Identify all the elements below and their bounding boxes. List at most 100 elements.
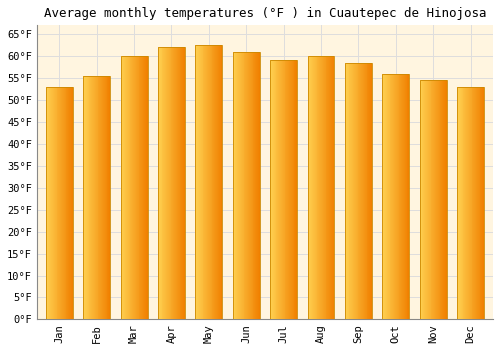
Bar xyxy=(458,87,459,320)
Bar xyxy=(294,61,296,320)
Bar xyxy=(140,56,141,320)
Bar xyxy=(174,47,175,320)
Bar xyxy=(201,45,202,320)
Title: Average monthly temperatures (°F ) in Cuautepec de Hinojosa: Average monthly temperatures (°F ) in Cu… xyxy=(44,7,486,20)
Bar xyxy=(278,61,279,320)
Bar xyxy=(326,56,328,320)
Bar xyxy=(256,51,257,320)
Bar xyxy=(438,80,440,320)
Bar xyxy=(197,45,198,320)
Bar xyxy=(354,63,355,320)
Bar xyxy=(433,80,434,320)
Bar xyxy=(83,76,84,320)
Bar xyxy=(87,76,88,320)
Bar xyxy=(428,80,430,320)
Bar xyxy=(143,56,144,320)
Bar xyxy=(216,45,217,320)
Bar xyxy=(457,87,458,320)
Bar xyxy=(220,45,222,320)
Bar xyxy=(322,56,323,320)
Bar xyxy=(387,74,388,320)
Bar xyxy=(204,45,205,320)
Bar xyxy=(126,56,127,320)
Bar xyxy=(252,51,254,320)
Bar xyxy=(469,87,470,320)
Bar xyxy=(103,76,104,320)
Bar xyxy=(238,51,239,320)
Bar xyxy=(128,56,130,320)
Bar xyxy=(164,47,165,320)
Bar xyxy=(255,51,256,320)
Bar xyxy=(319,56,320,320)
Bar xyxy=(347,63,348,320)
Bar xyxy=(363,63,364,320)
Bar xyxy=(233,51,260,320)
Bar xyxy=(273,61,274,320)
Bar xyxy=(142,56,143,320)
Bar xyxy=(46,87,72,320)
Bar xyxy=(135,56,136,320)
Bar xyxy=(108,76,109,320)
Bar xyxy=(308,56,334,320)
Bar xyxy=(134,56,135,320)
Bar xyxy=(331,56,332,320)
Bar xyxy=(177,47,178,320)
Bar xyxy=(55,87,56,320)
Bar xyxy=(205,45,206,320)
Bar xyxy=(408,74,410,320)
Bar xyxy=(350,63,351,320)
Bar xyxy=(279,61,280,320)
Bar xyxy=(394,74,395,320)
Bar xyxy=(168,47,170,320)
Bar xyxy=(242,51,244,320)
Bar xyxy=(130,56,132,320)
Bar xyxy=(346,63,347,320)
Bar xyxy=(358,63,360,320)
Bar xyxy=(320,56,321,320)
Bar xyxy=(356,63,358,320)
Bar xyxy=(127,56,128,320)
Bar xyxy=(392,74,393,320)
Bar xyxy=(345,63,372,320)
Bar xyxy=(102,76,103,320)
Bar xyxy=(355,63,356,320)
Bar xyxy=(165,47,166,320)
Bar xyxy=(254,51,255,320)
Bar xyxy=(124,56,125,320)
Bar xyxy=(289,61,290,320)
Bar xyxy=(422,80,424,320)
Bar xyxy=(310,56,311,320)
Bar xyxy=(248,51,249,320)
Bar xyxy=(233,51,234,320)
Bar xyxy=(125,56,126,320)
Bar xyxy=(436,80,437,320)
Bar xyxy=(63,87,64,320)
Bar xyxy=(122,56,124,320)
Bar xyxy=(198,45,199,320)
Bar xyxy=(196,45,222,320)
Bar xyxy=(468,87,469,320)
Bar xyxy=(332,56,334,320)
Bar xyxy=(234,51,236,320)
Bar xyxy=(440,80,442,320)
Bar xyxy=(465,87,466,320)
Bar xyxy=(313,56,314,320)
Bar xyxy=(69,87,70,320)
Bar xyxy=(145,56,146,320)
Bar xyxy=(393,74,394,320)
Bar xyxy=(288,61,289,320)
Bar xyxy=(371,63,372,320)
Bar xyxy=(480,87,482,320)
Bar xyxy=(396,74,398,320)
Bar xyxy=(286,61,287,320)
Bar xyxy=(467,87,468,320)
Bar xyxy=(66,87,68,320)
Bar xyxy=(46,87,48,320)
Bar xyxy=(457,87,484,320)
Bar xyxy=(386,74,387,320)
Bar xyxy=(420,80,422,320)
Bar xyxy=(215,45,216,320)
Bar xyxy=(60,87,61,320)
Bar xyxy=(54,87,55,320)
Bar xyxy=(287,61,288,320)
